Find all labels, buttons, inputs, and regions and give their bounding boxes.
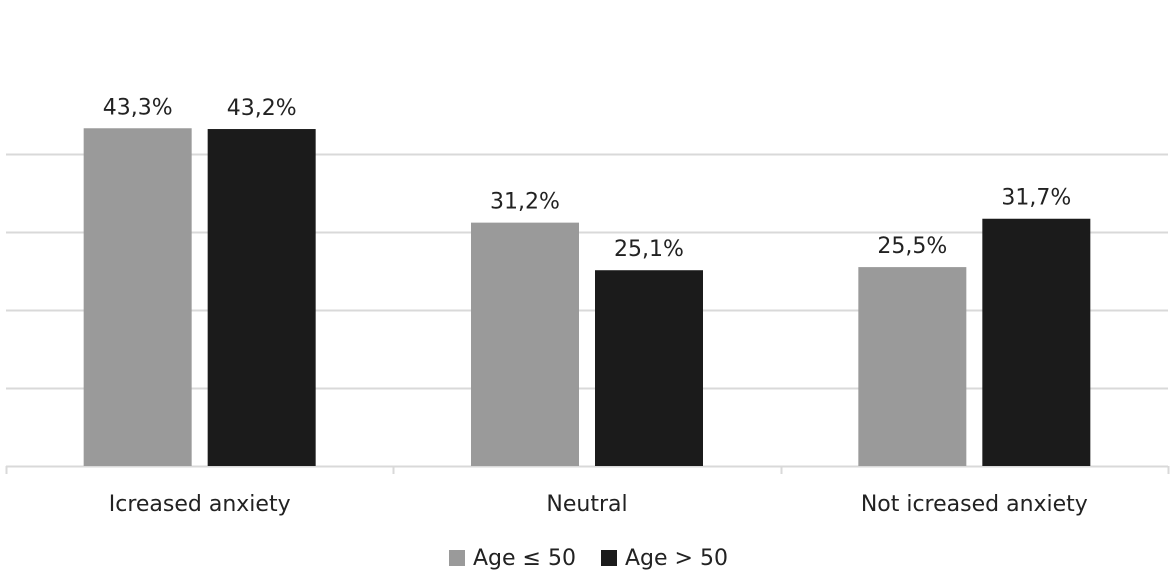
legend-swatch: [601, 550, 617, 566]
data-label: 31,2%: [490, 190, 560, 215]
data-label: 25,1%: [614, 237, 684, 262]
data-label: 31,7%: [1001, 186, 1071, 211]
bar: [982, 218, 1091, 466]
legend-swatch: [449, 550, 465, 566]
bar: [595, 270, 703, 466]
x-tick-label: Not icreased anxiety: [861, 492, 1088, 517]
legend-label: Age ≤ 50: [473, 546, 576, 571]
data-label: 43,3%: [103, 95, 173, 120]
bar: [207, 129, 316, 467]
legend-label: Age > 50: [625, 546, 728, 571]
x-tick-label: Icreased anxiety: [109, 492, 291, 517]
data-label: 25,5%: [877, 234, 947, 259]
x-tick-label: Neutral: [546, 492, 627, 517]
data-label: 43,2%: [227, 96, 297, 121]
bar: [858, 267, 967, 466]
bar: [471, 222, 579, 466]
bar: [83, 128, 192, 466]
